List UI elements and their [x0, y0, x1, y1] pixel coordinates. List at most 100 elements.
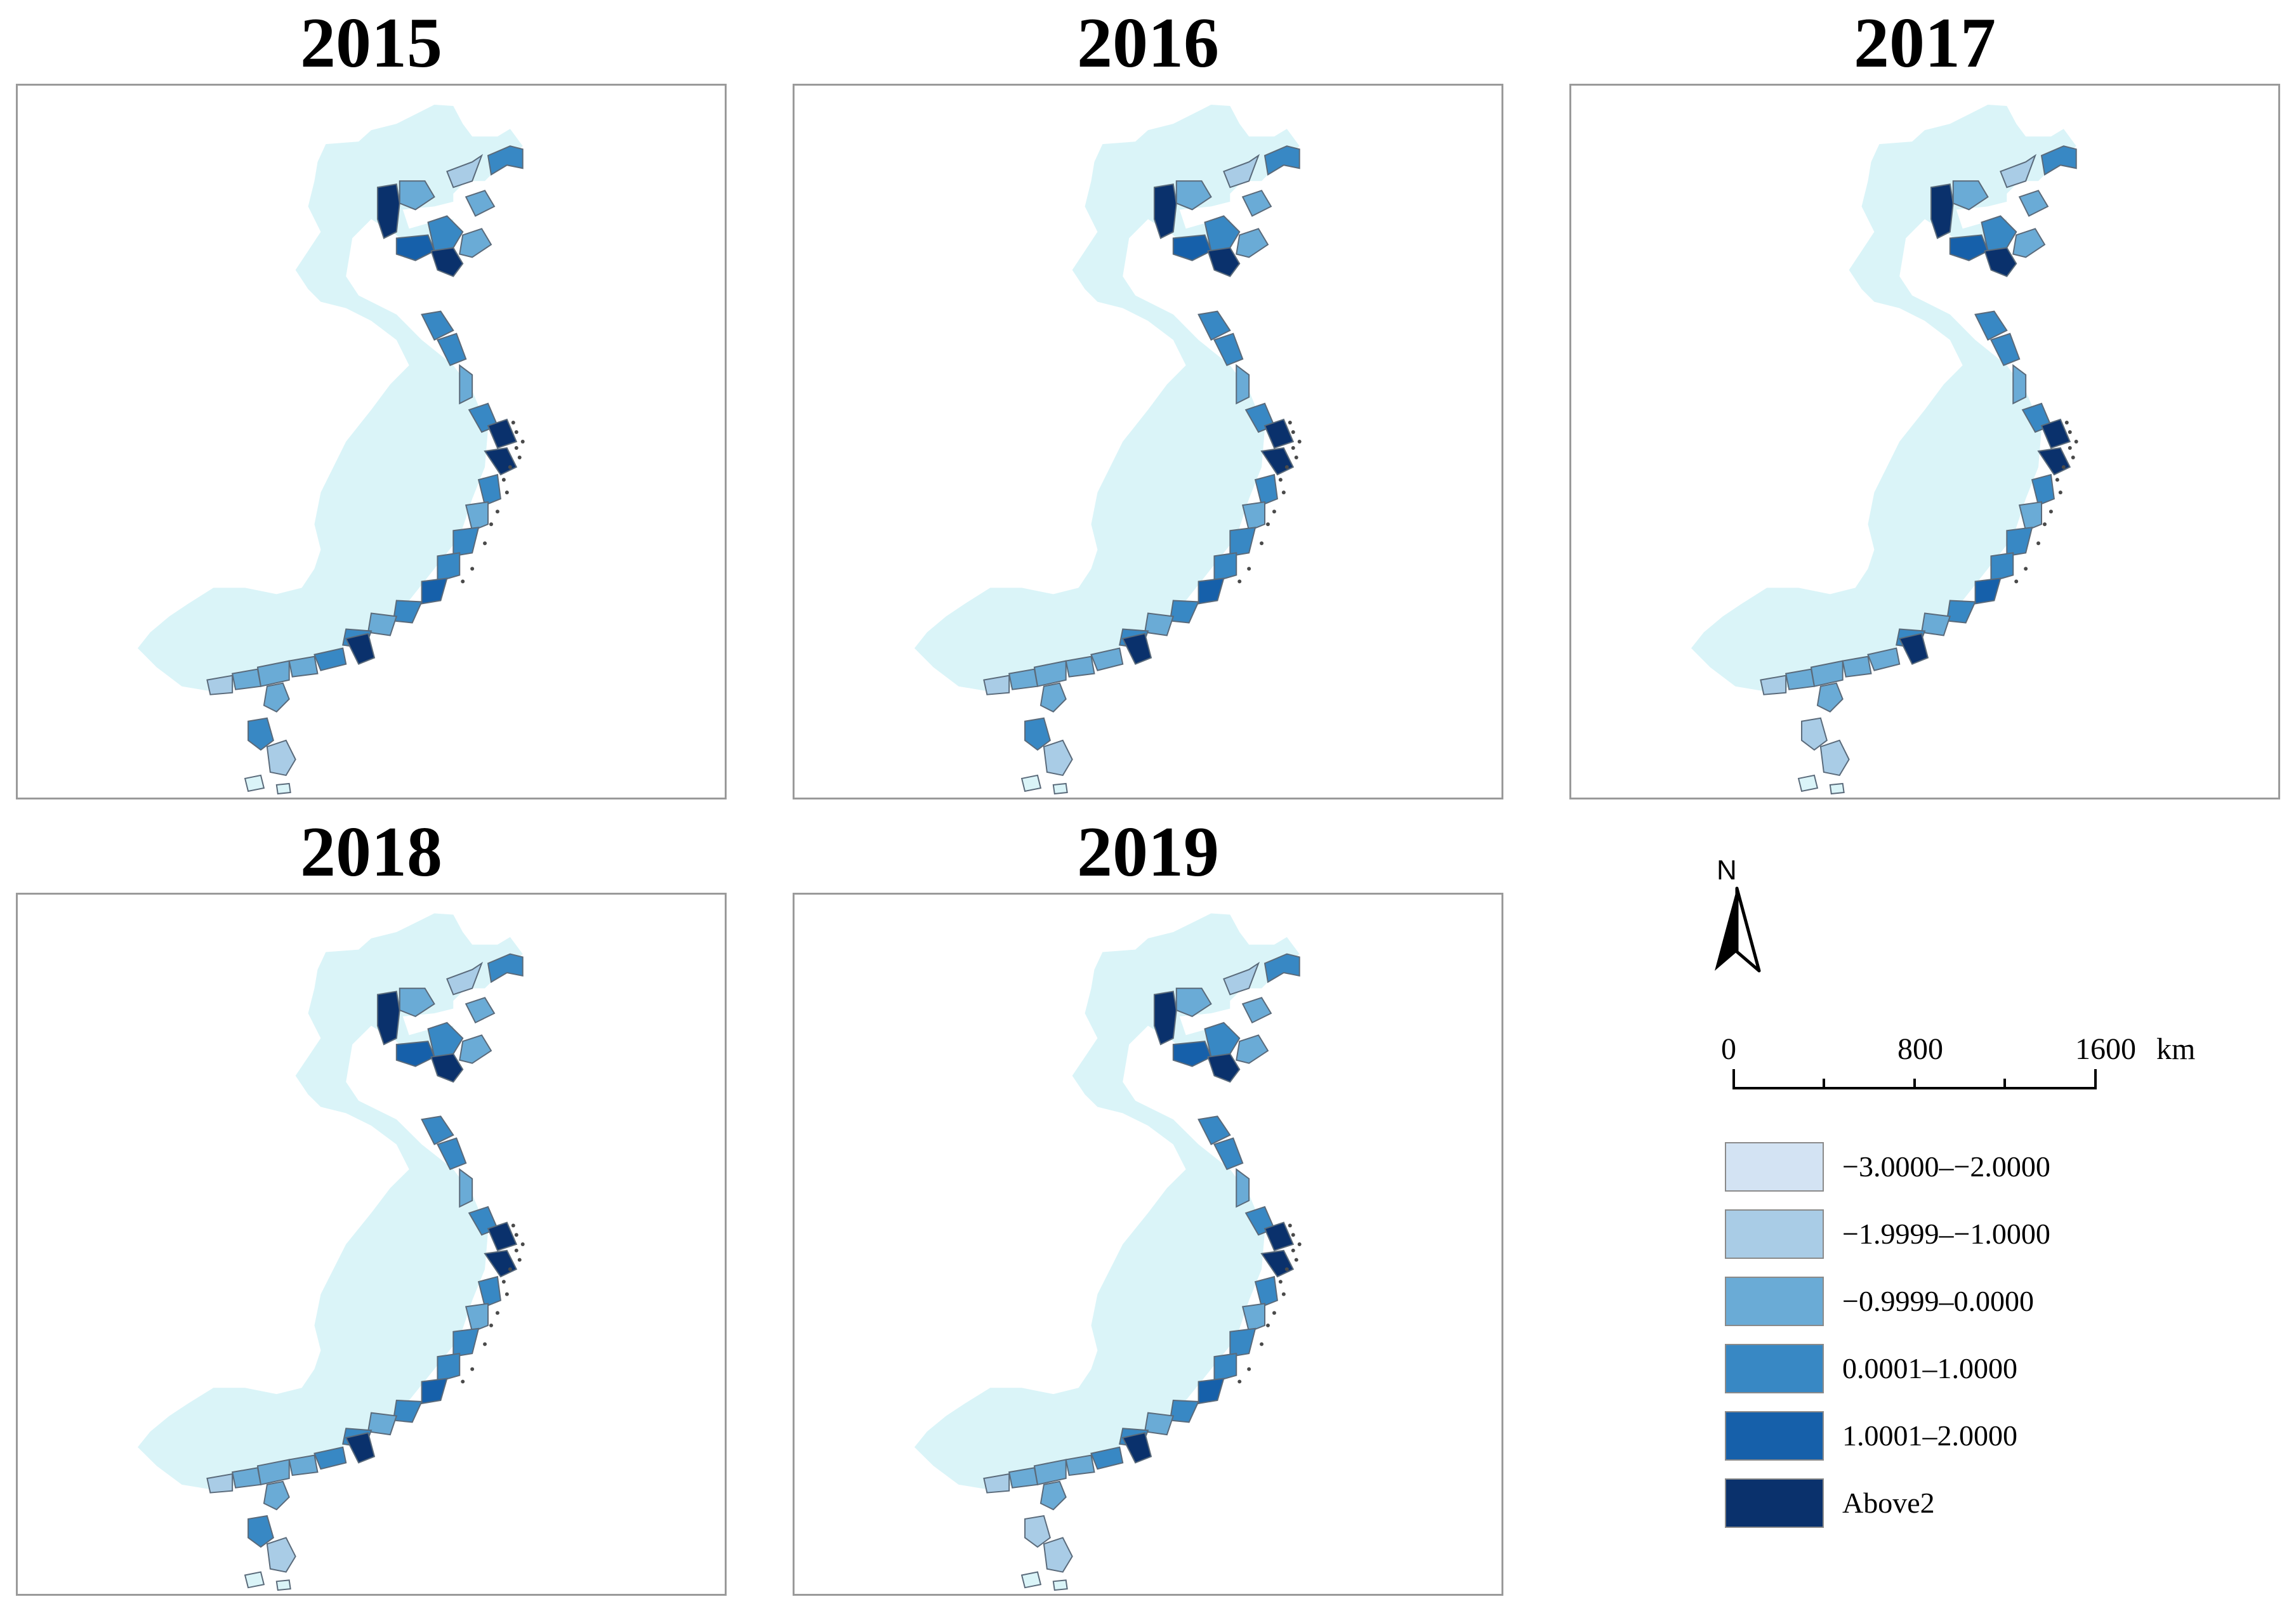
city-region [477, 1275, 501, 1308]
islet [1237, 1379, 1242, 1384]
sea-area [1179, 200, 1237, 229]
islet [2074, 439, 2078, 444]
islet [2036, 541, 2041, 546]
city-region [392, 600, 423, 624]
legend-label: 1.0001–2.0000 [1842, 1419, 2017, 1452]
islet [2064, 420, 2069, 424]
city-region [1260, 1249, 1295, 1278]
islet [1297, 439, 1302, 444]
city-region [437, 1137, 467, 1171]
city-region [1144, 1412, 1175, 1436]
sea-area [402, 200, 460, 229]
city-region [1197, 1115, 1231, 1145]
islet [508, 1267, 512, 1272]
city-region [1990, 552, 2014, 582]
city-region [395, 234, 435, 261]
islet [2024, 567, 2028, 571]
city-region [1236, 364, 1250, 405]
city-region [1236, 1034, 1269, 1064]
city-region [367, 1412, 398, 1436]
city-region [1121, 633, 1152, 665]
islet [1237, 579, 1242, 584]
city-region [345, 1431, 376, 1464]
city-region [484, 447, 518, 476]
city-region [427, 215, 464, 252]
city-region [1949, 234, 1989, 261]
islet [514, 430, 518, 434]
city-region [1197, 577, 1225, 605]
scale-label-unit: km [2156, 1032, 2196, 1066]
city-region [1204, 215, 1241, 252]
city-region [1241, 1303, 1266, 1333]
islet [1272, 510, 1276, 514]
islet [511, 420, 515, 424]
islet [1291, 1233, 1295, 1237]
city-region [1974, 577, 2002, 605]
city-region [1842, 655, 1872, 678]
island-region [266, 739, 296, 777]
islet [1278, 1280, 1283, 1284]
islet [1291, 430, 1295, 434]
map-canvas [137, 913, 525, 1591]
city-region [1229, 1327, 1257, 1358]
legend-item: −3.0000–−2.0000 [1725, 1142, 2233, 1199]
islet [2058, 490, 2062, 495]
islet [2061, 465, 2066, 470]
city-region [1207, 1053, 1241, 1083]
city-region [1144, 612, 1175, 636]
islet [470, 567, 475, 571]
city-region [487, 145, 524, 176]
scale-label-0: 0 [1721, 1032, 1736, 1066]
scale-bar-ruler [1732, 1069, 2097, 1089]
island-region [1052, 1579, 1068, 1591]
city-region [1263, 953, 1300, 983]
city-region [421, 1115, 454, 1145]
legend-swatch [1725, 1344, 1824, 1393]
city-region [2040, 145, 2077, 176]
islet [505, 1292, 509, 1296]
legend-item: −1.9999–−1.0000 [1725, 1209, 2233, 1266]
city-region [421, 1378, 448, 1405]
island-region [1020, 774, 1042, 792]
islet [2049, 510, 2053, 514]
islet [501, 478, 506, 482]
legend-label: Above2 [1842, 1487, 1935, 1519]
islet [505, 490, 509, 495]
city-region [1175, 987, 1212, 1017]
map-panel-2019: 2019 [793, 809, 1503, 1596]
city-region [459, 1034, 492, 1064]
panel-title: 2016 [1077, 4, 1219, 82]
city-region [437, 552, 461, 582]
city-region [465, 501, 489, 532]
city-region [983, 674, 1010, 695]
islet [508, 465, 512, 470]
city-region [399, 180, 435, 211]
city-region [484, 1249, 518, 1278]
city-region [459, 364, 473, 405]
panel-title: 2015 [300, 4, 442, 82]
city-region [1065, 655, 1095, 678]
city-region [1153, 990, 1177, 1046]
city-region [1981, 215, 2017, 252]
city-region [1990, 332, 2021, 367]
legend-label: 0.0001–1.0000 [1842, 1352, 2017, 1384]
city-region [1263, 145, 1300, 176]
city-region [1867, 647, 1901, 671]
city-region [1204, 1022, 1241, 1058]
legend-label: −0.9999–0.0000 [1842, 1285, 2034, 1317]
city-region [1254, 1275, 1278, 1308]
islet [1297, 1242, 1302, 1246]
city-region [459, 1167, 473, 1208]
city-region [206, 1473, 234, 1494]
islet [1291, 446, 1295, 450]
sea-area [402, 1007, 460, 1036]
city-region [288, 1454, 319, 1476]
map-panel-2018: 2018 [16, 809, 727, 1596]
city-region [465, 190, 496, 217]
islet [2042, 522, 2047, 527]
map-legend: N 0 800 1600 km −3.0000–−2.0000 −1.9999–… [1682, 857, 2253, 1555]
legend-swatch [1725, 1277, 1824, 1326]
city-region [1121, 1431, 1152, 1464]
city-region [487, 1221, 518, 1252]
map-frame [1569, 84, 2280, 799]
